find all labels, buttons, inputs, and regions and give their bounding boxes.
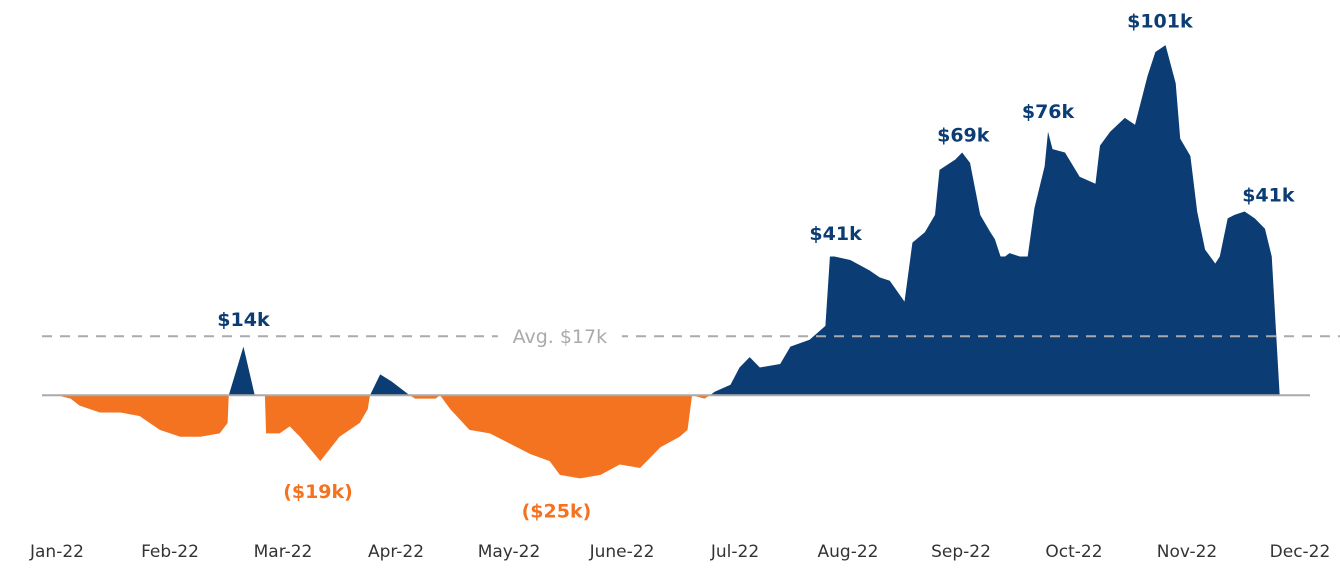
annotation: $101k [1127,11,1193,33]
x-tick-label: Jul-22 [710,542,759,562]
area-positive [57,45,1280,396]
x-tick-label: May-22 [478,542,541,562]
x-tick-label: June-22 [589,542,655,562]
x-tick-label: Mar-22 [254,542,313,562]
x-tick-label: Feb-22 [141,542,199,562]
annotation: ($25k) [522,501,592,523]
x-tick-label: Oct-22 [1045,542,1102,562]
area-negative [57,395,711,479]
x-tick-label: Sep-22 [931,542,991,562]
x-tick-label: Apr-22 [368,542,424,562]
annotation: $76k [1022,101,1075,123]
x-tick-label: Dec-22 [1270,542,1331,562]
annotation: ($19k) [283,481,353,503]
x-tick-label: Aug-22 [818,542,879,562]
average-label: Avg. $17k [513,326,608,348]
average-label-bg [497,323,622,350]
x-tick-label: Nov-22 [1157,542,1218,562]
x-tick-label: Jan-22 [29,542,84,562]
annotation: $41k [809,223,862,245]
annotation: $69k [937,125,990,147]
annotation: $41k [1242,185,1295,207]
annotation: $14k [217,309,270,331]
